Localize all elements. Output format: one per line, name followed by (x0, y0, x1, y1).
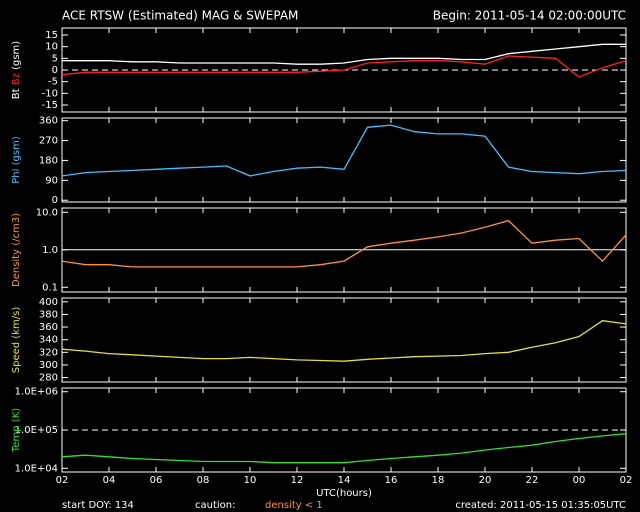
y-axis-unit: (/cm3) (11, 213, 22, 246)
y-axis-label: Temp (K) (11, 408, 22, 453)
x-axis-label: UTC(hours) (316, 488, 372, 499)
panel-frame (61, 117, 627, 203)
y-axis-label: Bt Bz (gsm) (11, 41, 22, 99)
y-tick-label: 1.0 (42, 245, 58, 256)
data-line (61, 433, 627, 464)
y-tick-label: 5 (52, 53, 58, 64)
data-line (61, 219, 627, 268)
caution-note: density < 1 (265, 500, 323, 511)
start-doy: start DOY: 134 (62, 500, 134, 511)
y-tick-label: 0.1 (42, 282, 58, 293)
y-axis-unit: (K) (11, 408, 22, 422)
y-tick-label: 360 (39, 116, 58, 127)
x-tick-label: 22 (526, 475, 539, 486)
y-tick-label: 10 (45, 42, 58, 53)
data-line (61, 124, 627, 177)
begin-time: Begin: 2011-05-14 02:00:00UTC (433, 9, 626, 23)
created-time: created: 2011-05-15 01:35:05UTC (455, 500, 626, 511)
y-tick-label: 90 (45, 175, 58, 186)
y-axis-unit: (km/s) (11, 307, 22, 339)
data-line (62, 43, 626, 65)
y-tick-label: 380 (39, 309, 58, 320)
x-tick-label: 12 (291, 475, 304, 486)
y-tick-label: 360 (39, 322, 58, 333)
y-axis-label: Phi (gsm) (11, 136, 22, 184)
x-tick-label: 04 (103, 475, 116, 486)
y-axis-unit: (gsm) (11, 41, 22, 70)
data-line (61, 320, 627, 362)
legend-entry: Temp (11, 425, 22, 453)
x-tick-label: 20 (479, 475, 492, 486)
y-tick-label: 1.0E+04 (15, 463, 58, 474)
y-tick-label: 0 (52, 65, 58, 76)
data-line (61, 55, 627, 78)
y-tick-label: 15 (45, 30, 58, 41)
y-axis-unit: (gsm) (11, 136, 22, 165)
y-tick-label: -15 (42, 100, 58, 111)
x-tick-label: 10 (244, 475, 257, 486)
x-tick-label: 08 (197, 475, 210, 486)
chart-title: ACE RTSW (Estimated) MAG & SWEPAM (62, 9, 298, 23)
panel-frame (61, 297, 627, 383)
y-axis-label: Speed (km/s) (11, 307, 22, 374)
y-axis-label: Density (/cm3) (11, 213, 22, 287)
y-tick-label: 340 (39, 335, 58, 346)
y-tick-label: 320 (39, 347, 58, 358)
y-tick-label: 270 (39, 136, 58, 147)
x-tick-label: 02 (620, 475, 633, 486)
legend-entry: Bz (11, 73, 22, 85)
x-tick-label: 02 (56, 475, 69, 486)
legend-entry: Speed (11, 342, 22, 373)
y-tick-label: 300 (39, 360, 58, 371)
x-tick-label: 06 (150, 475, 163, 486)
x-tick-label: 14 (338, 475, 351, 486)
y-tick-label: -5 (48, 77, 58, 88)
x-tick-label: 18 (432, 475, 445, 486)
x-tick-label: 00 (573, 475, 586, 486)
legend-entry: Density (11, 249, 22, 287)
legend-entry: Phi (11, 169, 22, 184)
y-tick-label: 10.0 (36, 207, 58, 218)
x-tick-label: 16 (385, 475, 398, 486)
y-tick-label: 1.0E+05 (15, 425, 58, 436)
caution: caution: (195, 500, 236, 511)
y-tick-label: -10 (42, 88, 58, 99)
y-tick-label: 0 (52, 195, 58, 206)
y-tick-label: 400 (39, 297, 58, 308)
y-tick-label: 1.0E+06 (15, 387, 58, 398)
y-tick-label: 280 (39, 373, 58, 384)
y-tick-label: 180 (39, 155, 58, 166)
legend-entry: Bt (11, 88, 22, 99)
